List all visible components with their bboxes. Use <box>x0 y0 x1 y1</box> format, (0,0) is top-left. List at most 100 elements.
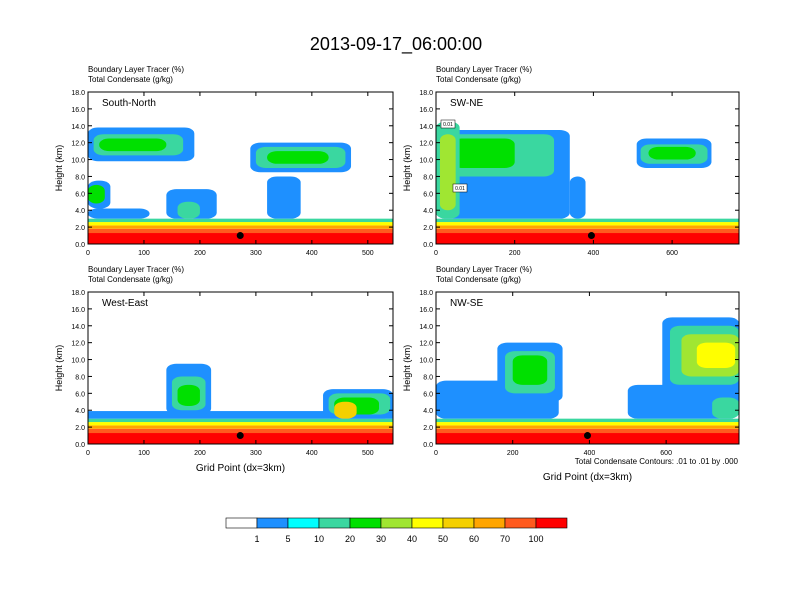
y-tick-label: 6.0 <box>75 191 85 198</box>
y-tick-label: 10.0 <box>419 158 433 165</box>
panels: Boundary Layer Tracer (%)Total Condensat… <box>54 65 740 483</box>
contour-label: 0.01 <box>455 186 465 192</box>
plot-frame <box>87 91 394 245</box>
x-tick-label: 200 <box>507 450 519 457</box>
colorbar-swatch <box>349 517 382 529</box>
tracer-region <box>88 208 150 219</box>
colorbar-swatch <box>287 517 320 529</box>
y-tick-label: 12.0 <box>71 341 85 348</box>
colorbar-label: 100 <box>528 534 543 544</box>
field <box>88 92 393 244</box>
tracer-region <box>436 418 739 423</box>
y-tick-label: 8.0 <box>75 174 85 181</box>
x-tick-label: 600 <box>660 450 672 457</box>
figure-title: 2013-09-17_06:00:00 <box>310 34 482 55</box>
tracer-region <box>88 411 393 419</box>
x-tick-label: 200 <box>509 250 521 257</box>
tracer-region <box>334 401 357 419</box>
panel-top-right: Boundary Layer Tracer (%)Total Condensat… <box>402 65 740 257</box>
x-tick-label: 0 <box>434 250 438 257</box>
tracer-region <box>436 428 739 434</box>
colorbar-label: 5 <box>285 534 290 544</box>
tracer-region <box>88 428 393 434</box>
tracer-region <box>439 134 456 211</box>
tracer-region <box>88 418 393 423</box>
y-tick-label: 14.0 <box>71 124 85 131</box>
panel-subtitle: Total Condensate (g/kg) <box>436 75 521 84</box>
y-tick-label: 18.0 <box>71 290 85 297</box>
y-tick-label: 8.0 <box>423 174 433 181</box>
tracer-region <box>436 218 739 223</box>
y-axis-label: Height (km) <box>54 145 64 192</box>
tracer-region <box>88 184 105 204</box>
colorbar-swatch <box>535 517 568 529</box>
tracer-region <box>88 218 393 223</box>
tracer-region <box>436 422 739 426</box>
colorbar-label: 40 <box>407 534 417 544</box>
y-tick-label: 4.0 <box>75 408 85 415</box>
colorbar-label: 60 <box>469 534 479 544</box>
tracer-region <box>627 384 739 419</box>
panel-subtitle: Total Condensate (g/kg) <box>88 75 173 84</box>
contour-label: 0.01 <box>443 122 453 128</box>
y-tick-label: 4.0 <box>423 408 433 415</box>
y-tick-label: 2.0 <box>423 225 433 232</box>
panel-subtitle: Total Condensate (g/kg) <box>88 275 173 284</box>
x-tick-label: 0 <box>86 250 90 257</box>
tracer-region <box>436 425 739 429</box>
tracer-region <box>436 228 739 234</box>
y-axis-label: Height (km) <box>402 345 412 392</box>
contour-label-box <box>452 183 468 193</box>
y-tick-label: 0.0 <box>75 242 85 249</box>
tracer-region <box>267 151 329 164</box>
colorbar-swatch <box>380 517 413 529</box>
y-tick-label: 0.0 <box>75 442 85 449</box>
contour-footnote: Total Condensate Contours: .01 to .01 by… <box>575 457 739 466</box>
y-tick-label: 14.0 <box>419 324 433 331</box>
colorbar-swatch <box>411 517 444 529</box>
y-tick-label: 18.0 <box>419 90 433 97</box>
location-marker <box>236 432 244 440</box>
y-tick-label: 6.0 <box>423 191 433 198</box>
y-axis-label: Height (km) <box>402 145 412 192</box>
x-axis-label: Grid Point (dx=3km) <box>196 463 285 474</box>
x-tick-label: 0 <box>434 450 438 457</box>
location-marker <box>236 232 244 240</box>
y-tick-label: 18.0 <box>419 290 433 297</box>
field <box>436 92 739 244</box>
colorbar-swatch <box>473 517 506 529</box>
x-tick-label: 200 <box>194 250 206 257</box>
tracer-region <box>88 422 393 426</box>
panel-subtitle: Boundary Layer Tracer (%) <box>436 265 532 274</box>
tracer-region <box>88 222 393 226</box>
colorbar-label: 30 <box>376 534 386 544</box>
panel-label: West-East <box>102 298 148 309</box>
x-tick-label: 400 <box>306 450 318 457</box>
tracer-region <box>267 176 301 219</box>
y-tick-label: 18.0 <box>71 90 85 97</box>
tracer-region <box>512 355 548 385</box>
tracer-region <box>88 425 393 429</box>
panel-subtitle: Boundary Layer Tracer (%) <box>436 65 532 74</box>
panel-bottom-left: Boundary Layer Tracer (%)Total Condensat… <box>54 265 394 474</box>
panel-label: SW-NE <box>450 98 483 109</box>
y-tick-label: 0.0 <box>423 442 433 449</box>
location-marker <box>584 432 591 440</box>
y-tick-label: 16.0 <box>419 107 433 114</box>
x-tick-label: 600 <box>666 250 678 257</box>
panel-subtitle: Total Condensate (g/kg) <box>436 275 521 284</box>
tracer-region <box>436 225 739 229</box>
field <box>436 292 739 444</box>
colorbar-swatch <box>442 517 475 529</box>
tracer-region <box>712 397 739 419</box>
tracer-region <box>177 384 200 406</box>
panel-top-left: Boundary Layer Tracer (%)Total Condensat… <box>54 65 394 257</box>
x-tick-label: 500 <box>362 450 374 457</box>
y-tick-label: 6.0 <box>75 391 85 398</box>
y-tick-label: 2.0 <box>423 425 433 432</box>
y-tick-label: 14.0 <box>419 124 433 131</box>
colorbar: 1 5 10 20 30 40 50 60 70 100 <box>225 517 568 544</box>
y-tick-label: 8.0 <box>423 374 433 381</box>
y-tick-label: 0.0 <box>423 242 433 249</box>
colorbar-swatch <box>504 517 537 529</box>
